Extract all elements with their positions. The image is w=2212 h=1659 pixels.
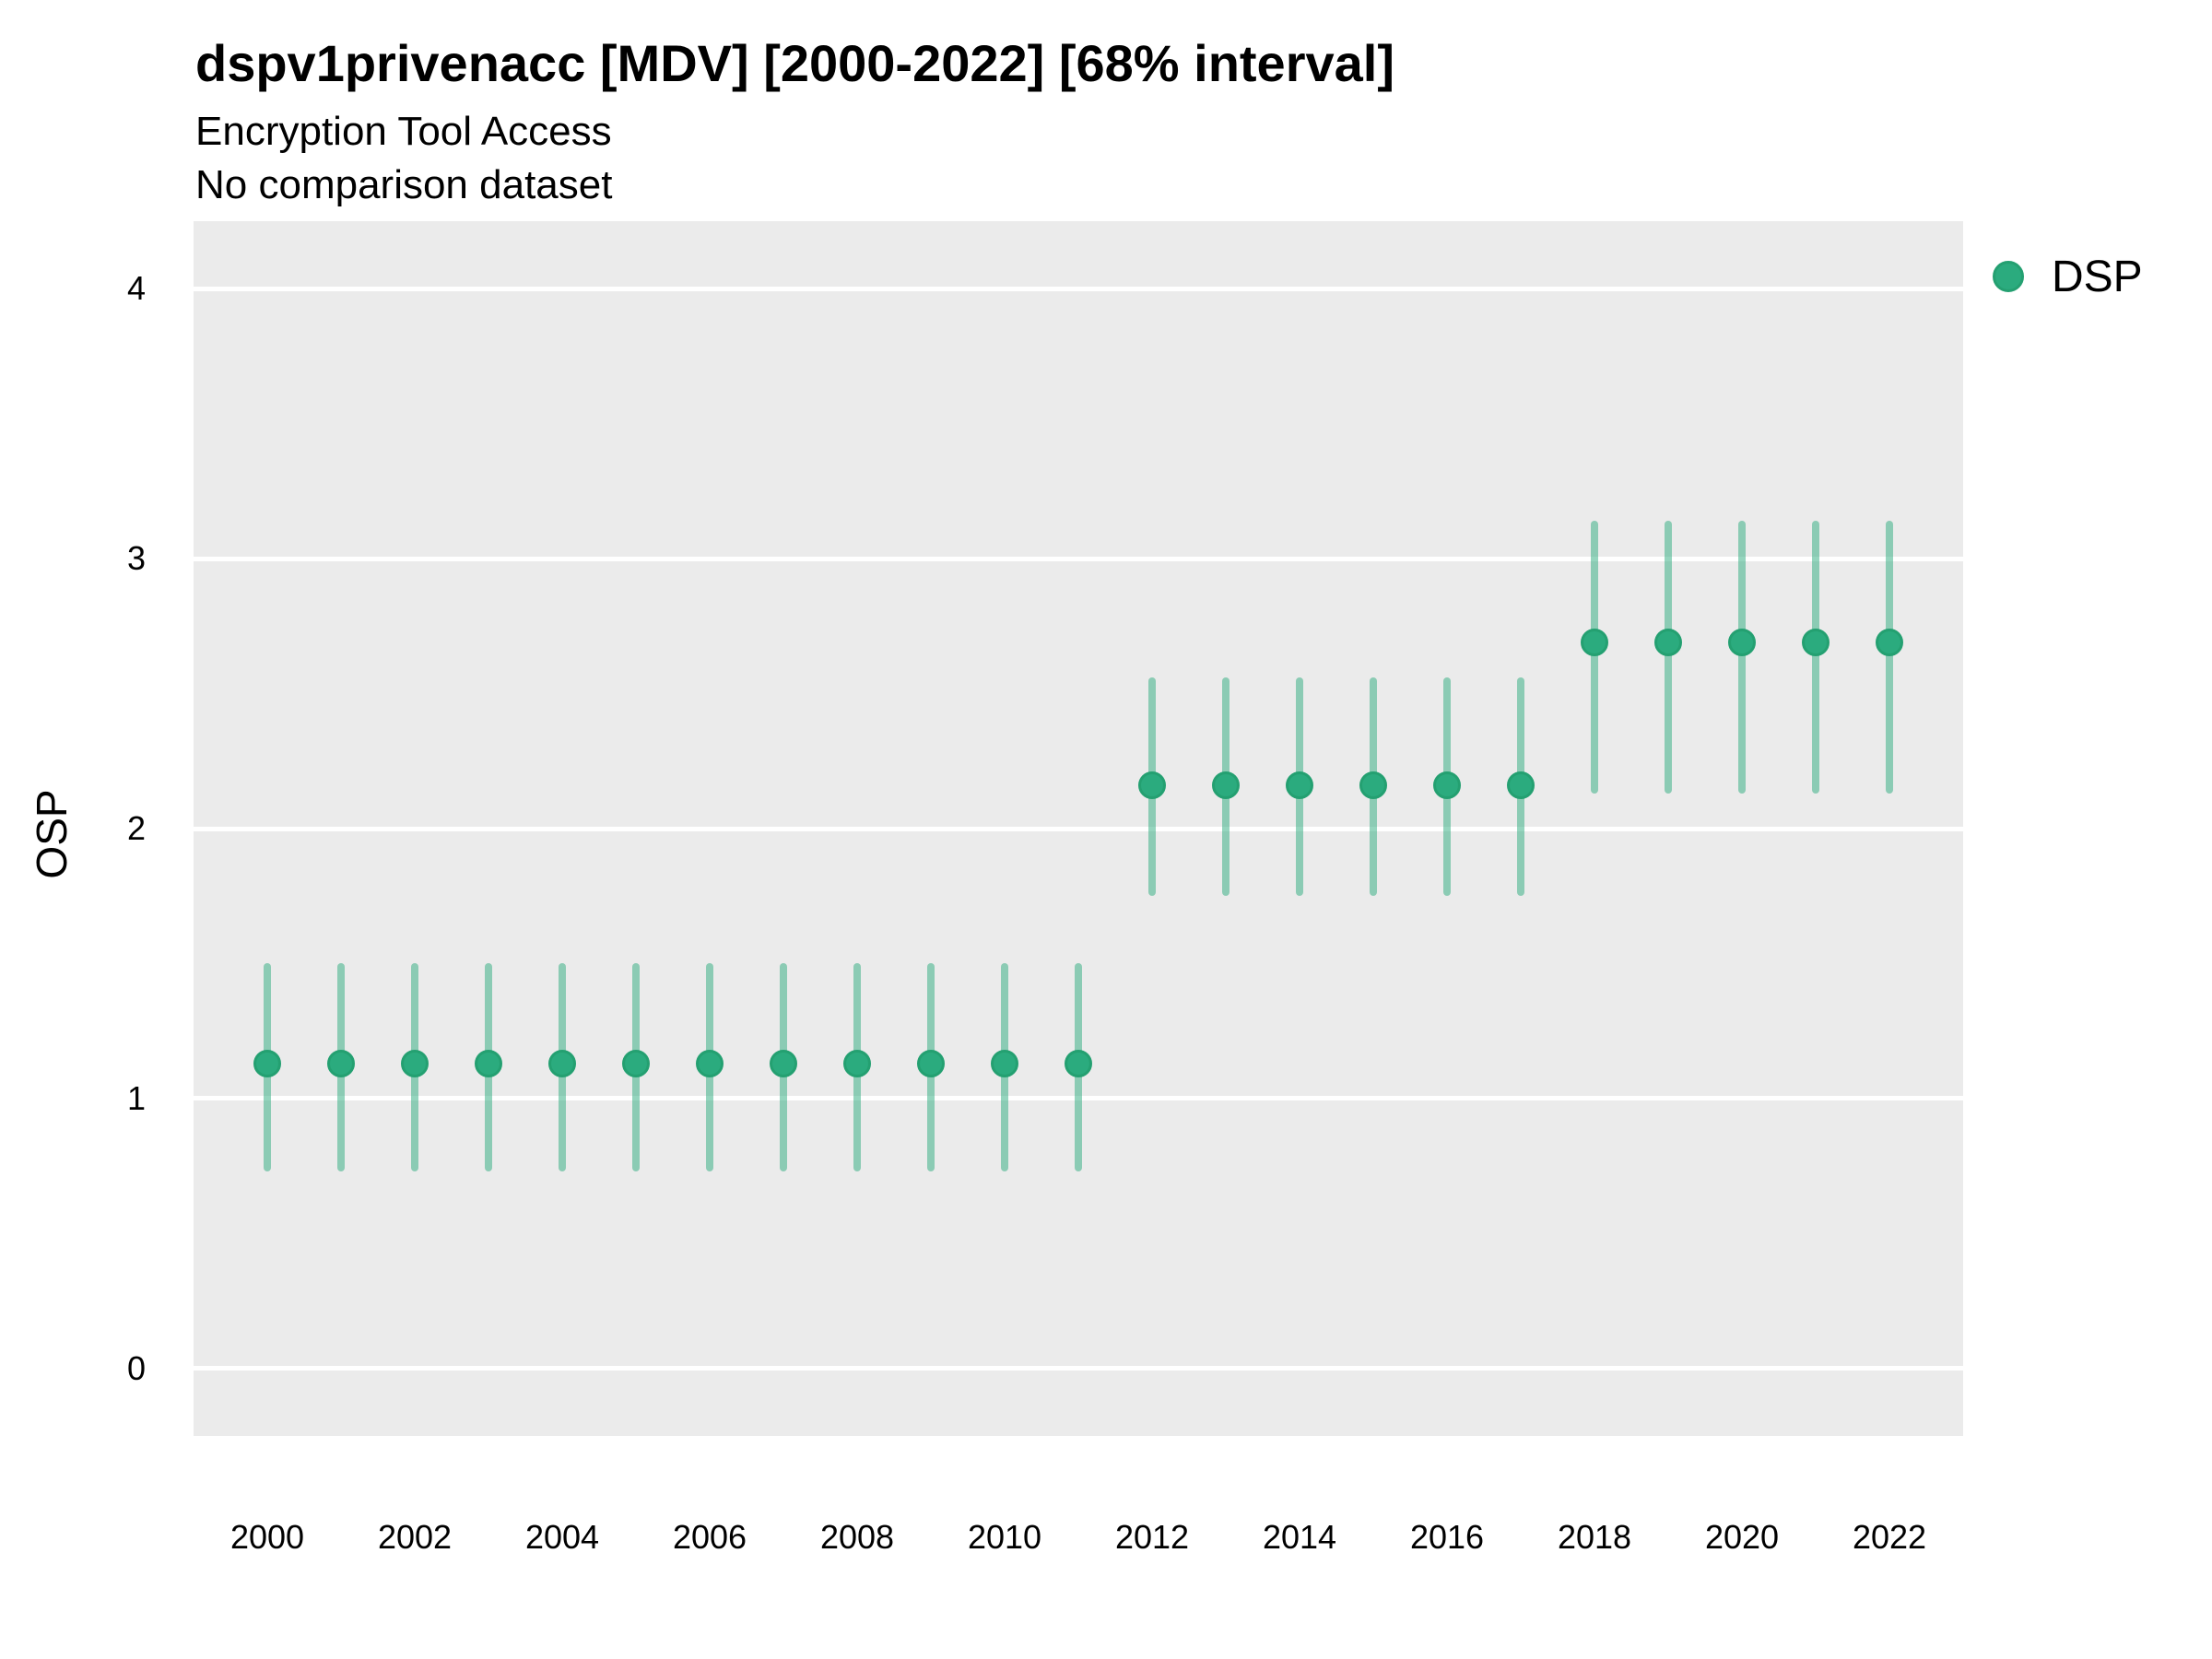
- x-tick-label-2008: 2008: [819, 1518, 895, 1556]
- x-tick-label-2016: 2016: [1409, 1518, 1485, 1556]
- point-dsp-2016: [1433, 771, 1461, 800]
- plot-panel: [194, 221, 1963, 1436]
- point-dsp-2010: [991, 1049, 1018, 1077]
- chart-subtitle: Encryption Tool Access: [195, 109, 612, 154]
- interval-dsp-2019: [1665, 521, 1672, 794]
- legend-label-dsp: DSP: [2052, 252, 2143, 301]
- legend-marker-dsp-icon: [1993, 261, 2024, 292]
- x-tick-label-2004: 2004: [524, 1518, 600, 1556]
- x-tick-label-2002: 2002: [377, 1518, 453, 1556]
- point-dsp-2006: [696, 1049, 724, 1077]
- interval-dsp-2020: [1738, 521, 1746, 794]
- point-dsp-2022: [1876, 628, 1903, 656]
- point-dsp-2015: [1359, 771, 1387, 800]
- point-dsp-2017: [1507, 771, 1535, 800]
- point-dsp-2009: [917, 1049, 945, 1077]
- x-tick-label-2012: 2012: [1114, 1518, 1190, 1556]
- gridline-y-2: [194, 826, 1963, 831]
- point-dsp-2005: [622, 1049, 650, 1077]
- x-tick-label-2010: 2010: [967, 1518, 1042, 1556]
- point-dsp-2008: [843, 1049, 871, 1077]
- y-tick-label-0: 0: [126, 1348, 146, 1387]
- x-tick-label-2020: 2020: [1704, 1518, 1780, 1556]
- x-tick-label-2014: 2014: [1262, 1518, 1337, 1556]
- x-tick-label-2000: 2000: [229, 1518, 305, 1556]
- point-dsp-2004: [548, 1049, 576, 1077]
- interval-dsp-2022: [1886, 521, 1893, 794]
- point-dsp-2020: [1728, 628, 1756, 656]
- y-tick-label-4: 4: [126, 269, 146, 308]
- point-dsp-2012: [1138, 771, 1166, 800]
- point-dsp-2018: [1581, 628, 1608, 656]
- interval-dsp-2018: [1591, 521, 1598, 794]
- y-tick-label-1: 1: [126, 1078, 146, 1117]
- x-tick-label-2018: 2018: [1557, 1518, 1632, 1556]
- y-tick-label-3: 3: [126, 539, 146, 578]
- point-dsp-2000: [253, 1049, 281, 1077]
- y-tick-label-2: 2: [126, 809, 146, 847]
- point-dsp-2003: [475, 1049, 502, 1077]
- point-dsp-2011: [1065, 1049, 1092, 1077]
- point-dsp-2014: [1286, 771, 1313, 800]
- gridline-y-0: [194, 1366, 1963, 1371]
- gridline-y-3: [194, 556, 1963, 561]
- point-dsp-2019: [1654, 628, 1682, 656]
- point-dsp-2001: [327, 1049, 355, 1077]
- x-tick-label-2006: 2006: [672, 1518, 747, 1556]
- point-dsp-2002: [401, 1049, 429, 1077]
- legend: DSP: [1993, 251, 2143, 302]
- gridline-y-4: [194, 286, 1963, 291]
- chart-note: No comparison dataset: [195, 162, 613, 207]
- point-dsp-2007: [770, 1049, 797, 1077]
- interval-dsp-2021: [1812, 521, 1819, 794]
- x-tick-label-2022: 2022: [1852, 1518, 1927, 1556]
- point-dsp-2021: [1802, 628, 1830, 656]
- point-dsp-2013: [1212, 771, 1240, 800]
- chart-title: dspv1privenacc [MDV] [2000-2022] [68% in…: [195, 34, 1394, 92]
